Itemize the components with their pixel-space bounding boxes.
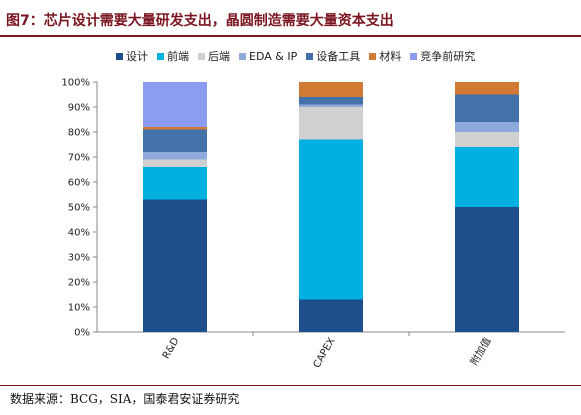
- bar-segment: [143, 167, 207, 200]
- bar-segment: [455, 122, 519, 132]
- bar-segment: [299, 82, 363, 97]
- legend-swatch: [306, 52, 314, 60]
- bar-segment: [143, 199, 207, 332]
- legend-swatch: [157, 52, 164, 60]
- bar-segment: [143, 127, 207, 130]
- legend-label: 设计: [126, 50, 148, 63]
- y-tick-label: 20%: [68, 278, 90, 289]
- legend-item: 设备工具: [306, 48, 360, 64]
- legend-label: 设备工具: [316, 50, 361, 63]
- bar-segment: [299, 104, 363, 107]
- legend-swatch: [198, 52, 205, 60]
- legend-item: 设计: [116, 48, 148, 64]
- footer-rule: [0, 385, 581, 386]
- bar-segment: [143, 82, 207, 127]
- y-tick-label: 80%: [68, 128, 90, 139]
- bar-segment: [455, 132, 519, 147]
- bar-segment: [143, 159, 207, 167]
- x-category-label: CAPEX: [312, 336, 338, 370]
- legend-item: 材料: [369, 48, 401, 64]
- chart-legend: 设计 前端 后端 EDA & IP 设备工具 材料 竞争前研究: [116, 48, 484, 64]
- legend-swatch: [239, 52, 246, 60]
- y-tick-label: 70%: [68, 153, 90, 164]
- legend-item: 后端: [198, 48, 230, 64]
- bar-segment: [455, 207, 519, 332]
- legend-label: 材料: [379, 50, 402, 63]
- bar-segment: [143, 152, 207, 160]
- x-category-label: 附加值: [467, 335, 493, 367]
- y-tick-label: 30%: [68, 253, 90, 264]
- source-note: 数据来源：BCG，SIA，国泰君安证券研究: [10, 392, 240, 406]
- bar-segment: [299, 107, 363, 140]
- legend-label: 竞争前研究: [420, 50, 476, 63]
- legend-item: 前端: [157, 48, 189, 64]
- y-tick-label: 60%: [68, 178, 90, 189]
- bar-segment: [299, 139, 363, 300]
- y-tick-label: 100%: [61, 78, 90, 89]
- legend-swatch: [116, 52, 123, 60]
- legend-label: 前端: [167, 50, 189, 63]
- legend-label: EDA & IP: [249, 49, 298, 63]
- y-tick-label: 90%: [68, 103, 90, 114]
- bar-segment: [455, 147, 519, 207]
- stacked-bar-chart: 0% 10% 20% 30% 40% 50% 60% 70% 80% 90% 100% R&D CAPE…: [61, 78, 565, 370]
- legend-item: 竞争前研究: [410, 48, 475, 64]
- legend-swatch: [369, 52, 377, 60]
- bar-segment: [299, 299, 363, 332]
- bar-segment: [299, 97, 363, 105]
- title-rule: [0, 35, 581, 37]
- y-tick-label: 0%: [74, 328, 90, 339]
- legend-swatch: [410, 52, 418, 60]
- bar-segment: [143, 129, 207, 152]
- title-bar: 图7：芯片设计需要大量研发支出，晶圆制造需要大量资本支出: [0, 0, 581, 38]
- y-tick-label: 50%: [68, 203, 90, 214]
- x-category-label: R&D: [161, 336, 182, 361]
- figure-title: 图7：芯片设计需要大量研发支出，晶圆制造需要大量资本支出: [6, 13, 394, 29]
- bar-segment: [455, 94, 519, 122]
- bar-segment: [455, 82, 519, 95]
- legend-label: 后端: [208, 50, 230, 63]
- legend-item: EDA & IP: [239, 50, 297, 63]
- y-tick-label: 10%: [68, 303, 90, 314]
- y-tick-label: 40%: [68, 228, 90, 239]
